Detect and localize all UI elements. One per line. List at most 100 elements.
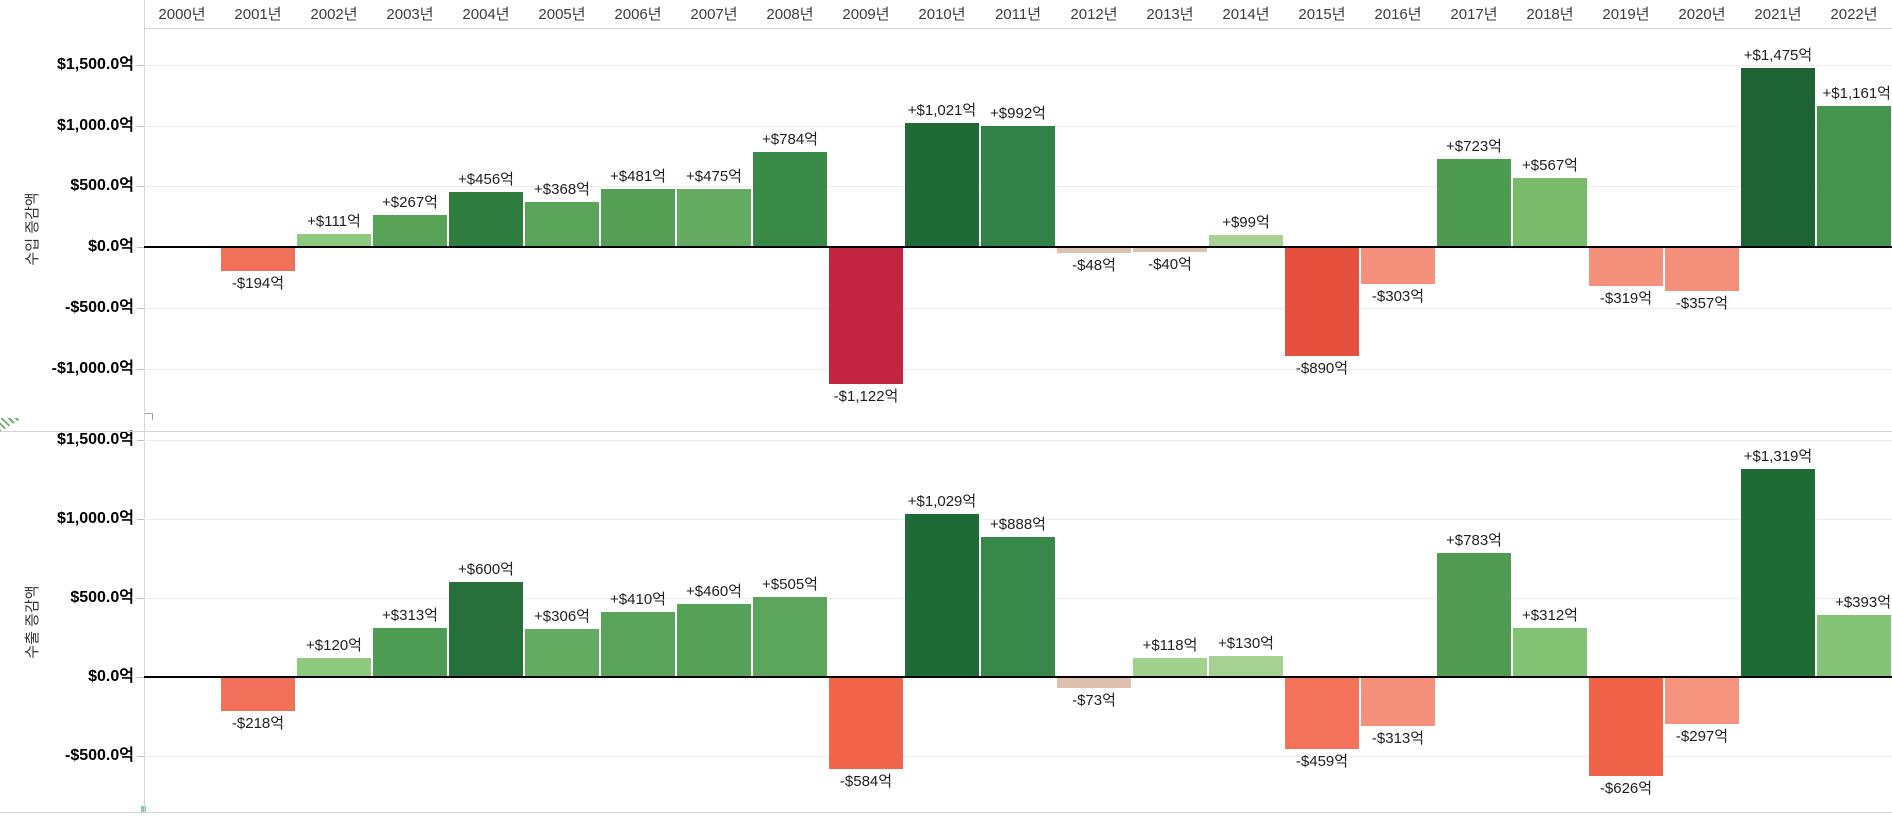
bar-value-label: +$567억: [1522, 157, 1578, 175]
year-header-2000[interactable]: 2000년: [158, 6, 206, 23]
year-header-2001[interactable]: 2001년: [234, 6, 282, 23]
year-header-2004[interactable]: 2004년: [462, 6, 510, 23]
bar-value-label: +$1,029억: [907, 493, 977, 511]
y-axis-tick-label: $1,000.0억: [56, 116, 134, 134]
bar-수입 증감액-2004[interactable]: [449, 191, 523, 248]
bar-수입 증감액-2012[interactable]: [1057, 247, 1131, 254]
y-axis-tick-label: -$1,000.0억: [51, 360, 134, 378]
gridline: [144, 518, 1892, 520]
bar-수입 증감액-2018[interactable]: [1513, 178, 1587, 248]
bar-수입 증감액-2022[interactable]: [1817, 105, 1891, 248]
year-header-2016[interactable]: 2016년: [1374, 6, 1422, 23]
year-header-2014[interactable]: 2014년: [1222, 6, 1270, 23]
year-header-2013[interactable]: 2013년: [1146, 6, 1194, 23]
bar-수출 증감액-2019[interactable]: [1589, 676, 1663, 776]
year-header-2007[interactable]: 2007년: [690, 6, 738, 23]
y-axis-tick-label: $500.0억: [70, 177, 134, 195]
bar-수출 증감액-2007[interactable]: [677, 604, 751, 677]
bar-value-label: +$130억: [1218, 635, 1274, 653]
bar-수출 증감액-2014[interactable]: [1209, 656, 1283, 677]
year-header-2022[interactable]: 2022년: [1830, 6, 1878, 23]
bar-value-label: +$600억: [458, 561, 514, 579]
bar-수입 증감액-2006[interactable]: [601, 188, 675, 248]
bar-수출 증감액-2017[interactable]: [1437, 553, 1511, 677]
year-header-2002[interactable]: 2002년: [310, 6, 358, 23]
bar-수입 증감액-2019[interactable]: [1589, 247, 1663, 287]
bar-수출 증감액-2016[interactable]: [1361, 676, 1435, 727]
bar-value-label: +$118억: [1142, 637, 1198, 655]
bar-value-label: +$1,475억: [1743, 46, 1813, 64]
bar-수입 증감액-2017[interactable]: [1437, 159, 1511, 248]
y-axis-tick-label: $1,000.0억: [56, 509, 134, 527]
bar-수출 증감액-2004[interactable]: [449, 582, 523, 677]
bar-수출 증감액-2010[interactable]: [905, 514, 979, 677]
bar-value-label: +$99억: [1222, 214, 1270, 232]
year-header-2010[interactable]: 2010년: [918, 6, 966, 23]
bar-value-label: -$194억: [231, 274, 285, 292]
bar-수출 증감액-2020[interactable]: [1665, 676, 1739, 724]
year-header-2021[interactable]: 2021년: [1754, 6, 1802, 23]
y-axis-tick-mark: [137, 676, 144, 678]
year-header-2019[interactable]: 2019년: [1602, 6, 1650, 23]
bar-수출 증감액-2021[interactable]: [1741, 468, 1815, 677]
year-header-2011[interactable]: 2011년: [994, 6, 1042, 23]
year-header-2008[interactable]: 2008년: [766, 6, 814, 23]
bar-수입 증감액-2005[interactable]: [525, 202, 599, 248]
y-axis-tick-label: $1,500.0억: [56, 55, 134, 73]
bar-수입 증감액-2013[interactable]: [1133, 247, 1207, 253]
bar-수입 증감액-2009[interactable]: [829, 247, 903, 384]
bar-수출 증감액-2001[interactable]: [221, 676, 295, 712]
bar-수출 증감액-2009[interactable]: [829, 676, 903, 770]
bar-value-label: +$312억: [1522, 606, 1578, 624]
bar-수입 증감액-2011[interactable]: [981, 126, 1055, 248]
bar-수출 증감액-2022[interactable]: [1817, 614, 1891, 677]
bar-수입 증감액-2002[interactable]: [297, 233, 371, 248]
year-header-2009[interactable]: 2009년: [842, 6, 890, 23]
y-axis-tick-mark: [137, 308, 144, 310]
year-header-2020[interactable]: 2020년: [1678, 6, 1726, 23]
bar-수입 증감액-2007[interactable]: [677, 189, 751, 248]
year-header-2005[interactable]: 2005년: [538, 6, 586, 23]
bar-value-label: +$1,021억: [907, 101, 977, 119]
gridline: [144, 308, 1892, 310]
bar-수입 증감액-2008[interactable]: [753, 151, 827, 248]
bar-value-label: -$319억: [1599, 290, 1653, 308]
year-header-2012[interactable]: 2012년: [1070, 6, 1118, 23]
year-header-2017[interactable]: 2017년: [1450, 6, 1498, 23]
year-header-2003[interactable]: 2003년: [386, 6, 434, 23]
bar-value-label: -$584억: [839, 773, 893, 791]
year-header-2018[interactable]: 2018년: [1526, 6, 1574, 23]
year-header-2015[interactable]: 2015년: [1298, 6, 1346, 23]
y-axis-tick-mark: [137, 518, 144, 520]
bar-value-label: +$723억: [1446, 138, 1502, 156]
bar-수출 증감액-2013[interactable]: [1133, 658, 1207, 677]
y-axis-tick-label: $0.0억: [88, 667, 134, 685]
bar-수입 증감액-2016[interactable]: [1361, 247, 1435, 285]
bar-value-label: -$890억: [1295, 359, 1349, 377]
bar-수출 증감액-2015[interactable]: [1285, 676, 1359, 750]
bar-value-label: -$218억: [231, 715, 285, 733]
bar-수입 증감액-2001[interactable]: [221, 247, 295, 271]
y-axis-tick-label: $0.0억: [88, 238, 134, 256]
bar-수출 증감액-2008[interactable]: [753, 597, 827, 677]
bar-수입 증감액-2003[interactable]: [373, 214, 447, 248]
y-axis-tick-mark: [137, 186, 144, 188]
y-axis-tick-mark: [137, 125, 144, 127]
y-axis-tick-mark: [137, 755, 144, 757]
bar-수입 증감액-2014[interactable]: [1209, 235, 1283, 248]
bar-수입 증감액-2015[interactable]: [1285, 247, 1359, 356]
bar-수출 증감액-2012[interactable]: [1057, 676, 1131, 689]
bar-수출 증감액-2011[interactable]: [981, 536, 1055, 677]
bar-수입 증감액-2021[interactable]: [1741, 67, 1815, 248]
gridline: [144, 439, 1892, 441]
year-header-2006[interactable]: 2006년: [614, 6, 662, 23]
bar-수출 증감액-2018[interactable]: [1513, 627, 1587, 677]
bar-수출 증감액-2006[interactable]: [601, 612, 675, 677]
bar-수출 증감액-2003[interactable]: [373, 627, 447, 677]
bar-value-label: +$481억: [610, 167, 666, 185]
bar-수입 증감액-2020[interactable]: [1665, 247, 1739, 291]
bar-수입 증감액-2010[interactable]: [905, 122, 979, 248]
bar-수출 증감액-2002[interactable]: [297, 657, 371, 677]
bar-수출 증감액-2005[interactable]: [525, 628, 599, 677]
